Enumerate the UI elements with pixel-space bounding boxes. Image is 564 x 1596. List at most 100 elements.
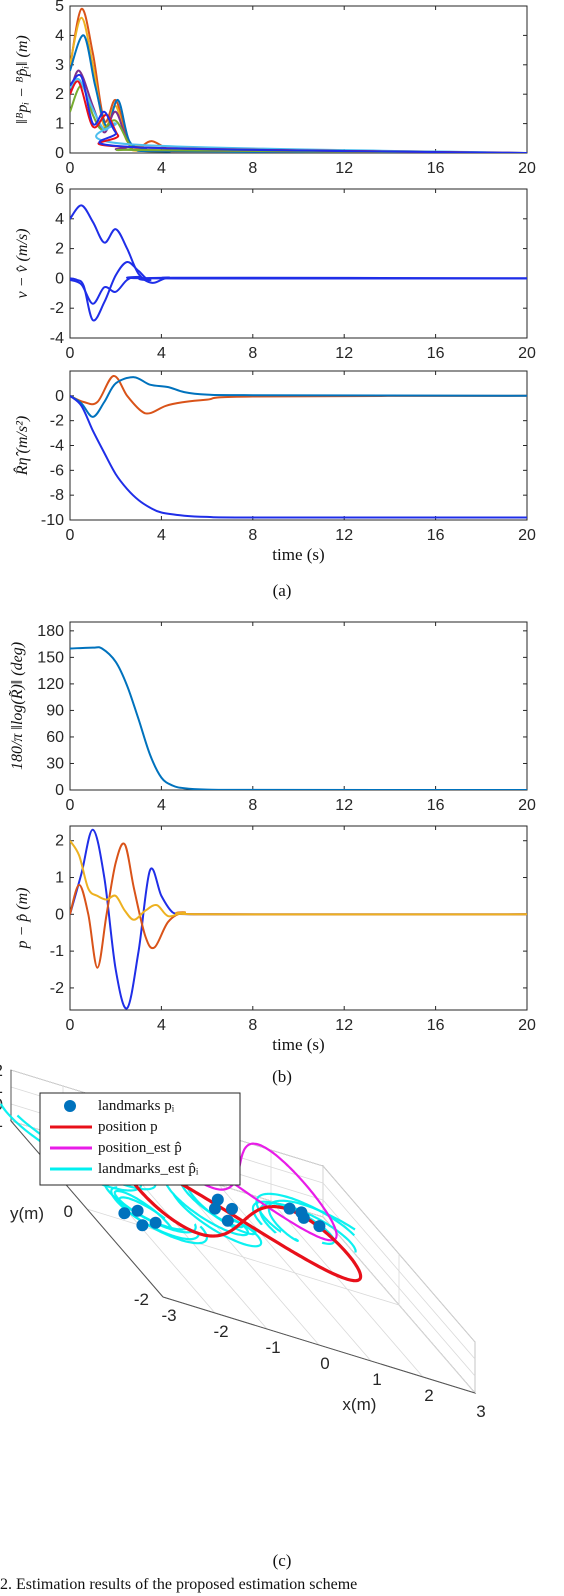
x-tick-label: 12 bbox=[335, 1017, 353, 1034]
axes-box bbox=[69, 621, 528, 791]
x-tick-label: 12 bbox=[335, 527, 353, 544]
series-line bbox=[70, 275, 527, 305]
z-tick-label: -1 bbox=[0, 1112, 3, 1131]
y-tick-label: 2 bbox=[55, 241, 64, 258]
x-tick-label: 16 bbox=[427, 160, 445, 177]
chart-rotation_error: 0 4 8 12 16 20 0 30 60 90 120 150 180 180/π ‖log(R̃)‖… bbox=[8, 621, 536, 814]
y-tick-label: -2 bbox=[50, 300, 64, 317]
x-axis-line bbox=[162, 1296, 476, 1394]
x-tick-label: 4 bbox=[157, 1017, 166, 1034]
y-tick-label: 5 bbox=[55, 0, 64, 15]
landmark-estimate-trajectory bbox=[267, 1199, 356, 1243]
axes-box bbox=[69, 188, 528, 339]
x-tick-label: 0 bbox=[66, 1017, 75, 1034]
x-tick-label: -3 bbox=[161, 1306, 176, 1325]
series-line bbox=[70, 77, 527, 153]
landmark-marker bbox=[313, 1220, 326, 1233]
x-tick-label: 8 bbox=[248, 345, 257, 362]
x-axis-label: x(m) bbox=[342, 1395, 376, 1414]
y-tick-label: 180 bbox=[37, 623, 64, 640]
y-axis-label: R̂η̂ (m/s²) bbox=[12, 416, 31, 476]
y-axis-label: p − p̂ (m) bbox=[14, 887, 31, 949]
series-group bbox=[70, 204, 527, 322]
x-tick-label: 20 bbox=[518, 345, 536, 362]
chart-gravity_estimate: 0 4 8 12 16 20 -10 -8 -6 -4 -2 0 R̂η̂ (m/s²) time (s) bbox=[12, 370, 536, 564]
x-tick-label: 0 bbox=[66, 797, 75, 814]
y-tick-label: 0 bbox=[55, 145, 64, 162]
x-tick-label: 12 bbox=[335, 797, 353, 814]
y-axis-line bbox=[10, 1120, 164, 1298]
x-tick-label: -2 bbox=[213, 1322, 228, 1341]
x-tick-label: 8 bbox=[248, 527, 257, 544]
legend-label: landmarks pᵢ bbox=[98, 1098, 175, 1114]
y-tick-label: -4 bbox=[50, 330, 64, 347]
legend: landmarks pᵢ position p position_est p̂ lan… bbox=[39, 1092, 241, 1186]
x-tick-label: 16 bbox=[427, 345, 445, 362]
y-tick-label: -10 bbox=[41, 512, 64, 529]
y-tick-label: -1 bbox=[50, 943, 64, 960]
x-tick-label: 16 bbox=[427, 1017, 445, 1034]
chart-velocity_error: 0 4 8 12 16 20 -4 -2 0 2 4 6 v − v̂ (m/s) bbox=[14, 181, 536, 362]
z-tick-label: 2 bbox=[0, 1061, 3, 1080]
y-tick-label: 2 bbox=[55, 86, 64, 103]
y-axis-label: v − v̂ (m/s) bbox=[14, 229, 31, 299]
landmark-marker bbox=[131, 1204, 144, 1217]
y-tick-label: 120 bbox=[37, 676, 64, 693]
y-tick-label: -2 bbox=[50, 413, 64, 430]
y-tick-label: 4 bbox=[55, 27, 64, 44]
y-tick-label: 0 bbox=[55, 388, 64, 405]
series-line bbox=[70, 840, 527, 921]
x-tick-label: 4 bbox=[157, 160, 166, 177]
x-tick-label: 8 bbox=[248, 160, 257, 177]
trajectory-3d-plot: -3-2-10123-202-1012x(m)y(m)z(m)landmarks… bbox=[0, 1061, 486, 1421]
x-tick-label: 0 bbox=[66, 345, 75, 362]
x-tick-label: 20 bbox=[518, 527, 536, 544]
y-tick-label: 30 bbox=[46, 755, 64, 772]
series-line bbox=[70, 34, 527, 153]
x-tick-label: 20 bbox=[518, 797, 536, 814]
side-grid-z bbox=[322, 1182, 476, 1360]
y-tick-label: 0 bbox=[64, 1202, 73, 1221]
x-tick-label: 0 bbox=[320, 1354, 329, 1373]
y-tick-label: 0 bbox=[55, 906, 64, 923]
y-tick-label: -6 bbox=[50, 462, 64, 479]
x-tick-label: -1 bbox=[265, 1338, 280, 1357]
subfigure-label-c: (c) bbox=[273, 1551, 292, 1570]
x-tick-label: 8 bbox=[248, 797, 257, 814]
landmark-marker bbox=[149, 1216, 162, 1229]
x-tick-label: 0 bbox=[66, 527, 75, 544]
side-grid-z bbox=[322, 1216, 476, 1394]
y-tick-label: -8 bbox=[50, 487, 64, 504]
x-axis-label: time (s) bbox=[272, 1035, 324, 1054]
x-tick-label: 2 bbox=[424, 1386, 433, 1405]
landmark-marker bbox=[136, 1219, 149, 1232]
subfigure-label-a: (a) bbox=[273, 581, 292, 600]
x-tick-label: 0 bbox=[66, 160, 75, 177]
x-tick-label: 16 bbox=[427, 527, 445, 544]
x-tick-label: 4 bbox=[157, 527, 166, 544]
y-tick-label: 90 bbox=[46, 702, 64, 719]
x-tick-label: 20 bbox=[518, 1017, 536, 1034]
y-tick-label: -2 bbox=[134, 1290, 149, 1309]
axes-box bbox=[69, 5, 528, 154]
y-tick-label: 0 bbox=[55, 782, 64, 799]
side-grid-z bbox=[322, 1165, 476, 1343]
y-tick-label: 1 bbox=[55, 116, 64, 133]
y-tick-label: -2 bbox=[50, 980, 64, 997]
y-tick-label: 4 bbox=[55, 211, 64, 228]
series-group bbox=[70, 7, 527, 153]
x-tick-label: 16 bbox=[427, 797, 445, 814]
x-tick-label: 12 bbox=[335, 345, 353, 362]
x-tick-label: 12 bbox=[335, 160, 353, 177]
y-tick-label: 1 bbox=[55, 870, 64, 887]
series-line bbox=[70, 395, 527, 519]
y-tick-label: 3 bbox=[55, 57, 64, 74]
y-axis-label: y(m) bbox=[10, 1204, 44, 1223]
series-line bbox=[70, 74, 527, 153]
legend-label: position p bbox=[98, 1119, 158, 1135]
y-tick-label: 6 bbox=[55, 181, 64, 198]
